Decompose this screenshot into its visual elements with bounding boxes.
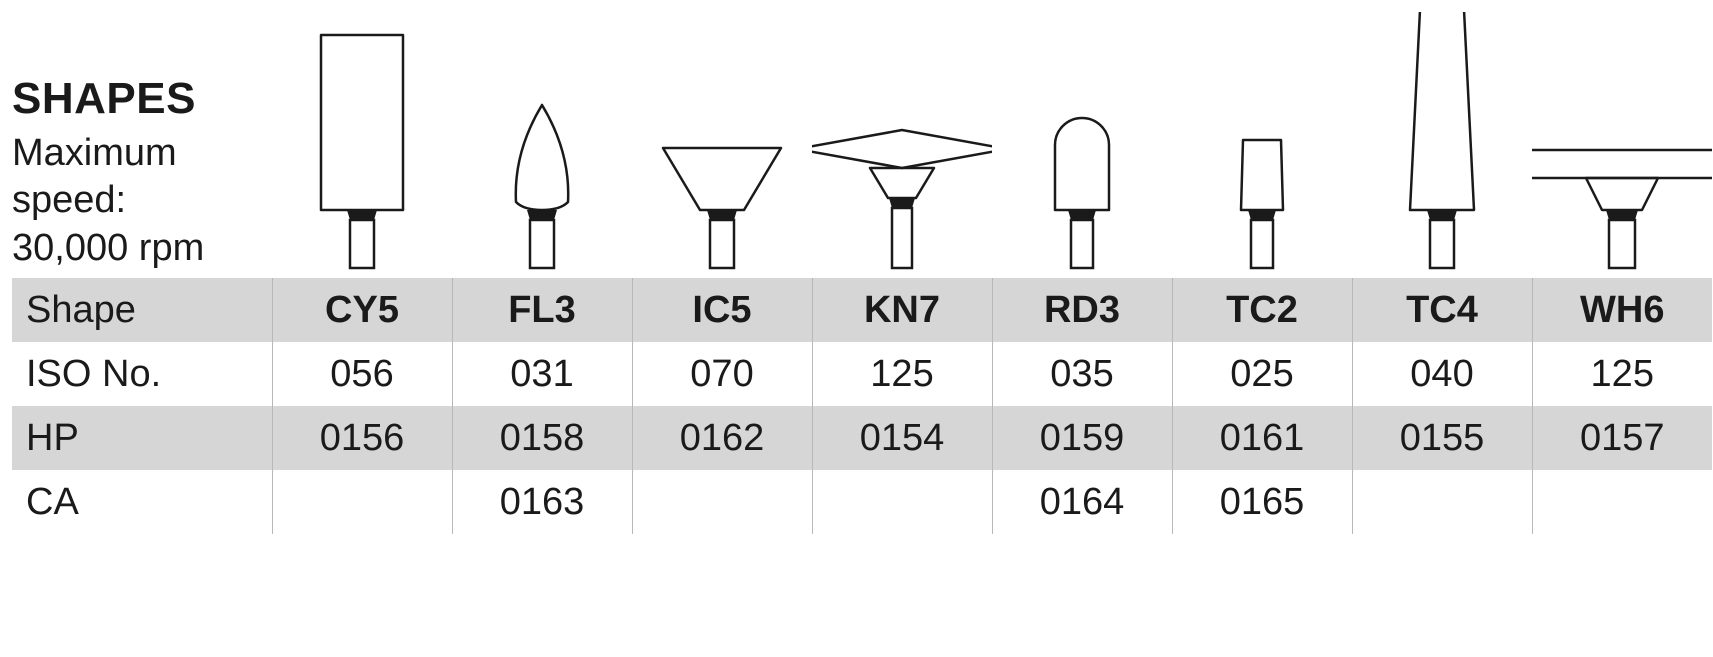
- shape-illustration-cy5: [272, 12, 452, 272]
- cell-hp-3: 0154: [812, 406, 992, 470]
- subtitle-line-1: Maximum: [12, 130, 272, 178]
- cell-hp-0: 0156: [272, 406, 452, 470]
- shape-illustration-kn7: [812, 12, 992, 272]
- shape-illustration-rd3: [992, 12, 1172, 272]
- cell-hp-2: 0162: [632, 406, 812, 470]
- row-label-hp: HP: [12, 406, 272, 470]
- cell-shape-3: KN7: [812, 278, 992, 342]
- cell-hp-4: 0159: [992, 406, 1172, 470]
- shape-illustration-tc4: [1352, 12, 1532, 272]
- cell-iso-3: 125: [812, 342, 992, 406]
- row-shape: Shape CY5FL3IC5KN7RD3TC2TC4WH6: [12, 278, 1712, 342]
- cell-hp-7: 0157: [1532, 406, 1712, 470]
- subtitle-line-3: 30,000 rpm: [12, 225, 272, 273]
- row-ca: CA 0163 01640165: [12, 470, 1712, 534]
- subtitle-line-2: speed:: [12, 177, 272, 225]
- top-row: SHAPES Maximum speed: 30,000 rpm: [12, 12, 1712, 272]
- cell-shape-4: RD3: [992, 278, 1172, 342]
- cell-iso-0: 056: [272, 342, 452, 406]
- cell-hp-5: 0161: [1172, 406, 1352, 470]
- title: SHAPES: [12, 74, 272, 124]
- cell-ca-6: [1352, 470, 1532, 534]
- row-iso: ISO No. 056031070125035025040125: [12, 342, 1712, 406]
- cell-ca-2: [632, 470, 812, 534]
- cell-ca-0: [272, 470, 452, 534]
- cell-shape-2: IC5: [632, 278, 812, 342]
- row-label-ca: CA: [12, 470, 272, 534]
- cell-ca-3: [812, 470, 992, 534]
- shapes-chart: SHAPES Maximum speed: 30,000 rpm Shape C…: [12, 12, 1701, 534]
- cell-iso-4: 035: [992, 342, 1172, 406]
- shape-illustration-wh6: [1532, 12, 1712, 272]
- cell-ca-5: 0165: [1172, 470, 1352, 534]
- shape-illustration-tc2: [1172, 12, 1352, 272]
- cell-ca-4: 0164: [992, 470, 1172, 534]
- cell-ca-1: 0163: [452, 470, 632, 534]
- heading-block: SHAPES Maximum speed: 30,000 rpm: [12, 74, 272, 273]
- data-table: Shape CY5FL3IC5KN7RD3TC2TC4WH6 ISO No. 0…: [12, 278, 1712, 534]
- shape-illustration-ic5: [632, 12, 812, 272]
- cell-iso-2: 070: [632, 342, 812, 406]
- cell-shape-1: FL3: [452, 278, 632, 342]
- cell-iso-5: 025: [1172, 342, 1352, 406]
- row-label-shape: Shape: [12, 278, 272, 342]
- row-label-iso: ISO No.: [12, 342, 272, 406]
- cell-ca-7: [1532, 470, 1712, 534]
- cell-shape-6: TC4: [1352, 278, 1532, 342]
- shape-illustration-fl3: [452, 12, 632, 272]
- cell-shape-0: CY5: [272, 278, 452, 342]
- cell-iso-6: 040: [1352, 342, 1532, 406]
- cell-iso-7: 125: [1532, 342, 1712, 406]
- cell-shape-5: TC2: [1172, 278, 1352, 342]
- cell-hp-1: 0158: [452, 406, 632, 470]
- row-hp: HP 01560158016201540159016101550157: [12, 406, 1712, 470]
- cell-shape-7: WH6: [1532, 278, 1712, 342]
- cell-iso-1: 031: [452, 342, 632, 406]
- cell-hp-6: 0155: [1352, 406, 1532, 470]
